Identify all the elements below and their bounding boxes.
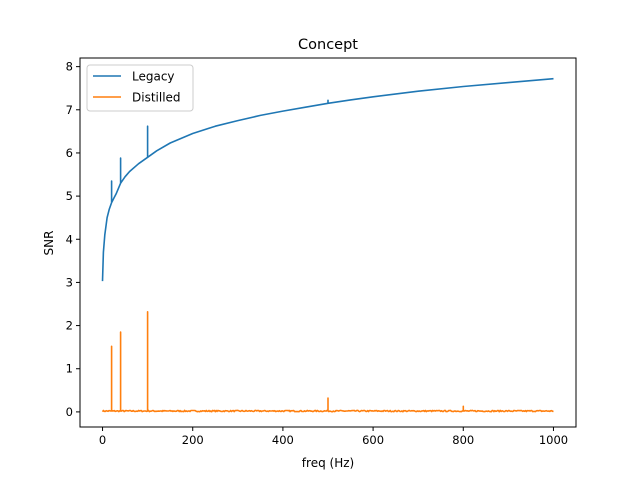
x-tick-label: 800 xyxy=(452,433,474,447)
axes-ticks: 0 200 400 600 800 1000 0 1 2 3 4 5 6 7 8 xyxy=(66,60,568,447)
axes-frame xyxy=(79,57,577,428)
legend-label-distilled: Distilled xyxy=(132,91,181,105)
y-tick-label: 8 xyxy=(66,60,73,74)
y-tick-label: 3 xyxy=(66,275,73,289)
plot-area xyxy=(101,77,554,413)
x-tick-label: 600 xyxy=(362,433,384,447)
y-tick-label: 5 xyxy=(66,189,73,203)
y-tick-label: 6 xyxy=(66,146,73,160)
series-distilled-line xyxy=(101,311,554,413)
y-tick-label: 7 xyxy=(66,103,73,117)
legend: Legacy Distilled xyxy=(86,64,194,112)
y-tick-label: 0 xyxy=(66,405,73,419)
legend-label-legacy: Legacy xyxy=(132,70,175,84)
y-tick-label: 2 xyxy=(66,319,73,333)
x-tick-label: 1000 xyxy=(539,433,568,447)
chart-title: Concept xyxy=(298,37,358,53)
x-tick-label: 0 xyxy=(99,433,106,447)
y-axis-label: SNR xyxy=(42,231,56,256)
y-tick-label: 1 xyxy=(66,362,73,376)
x-tick-label: 400 xyxy=(272,433,294,447)
y-tick-label: 4 xyxy=(66,232,73,246)
series-legacy-line xyxy=(101,77,554,282)
x-tick-label: 200 xyxy=(182,433,204,447)
x-axis-label: freq (Hz) xyxy=(302,456,354,470)
